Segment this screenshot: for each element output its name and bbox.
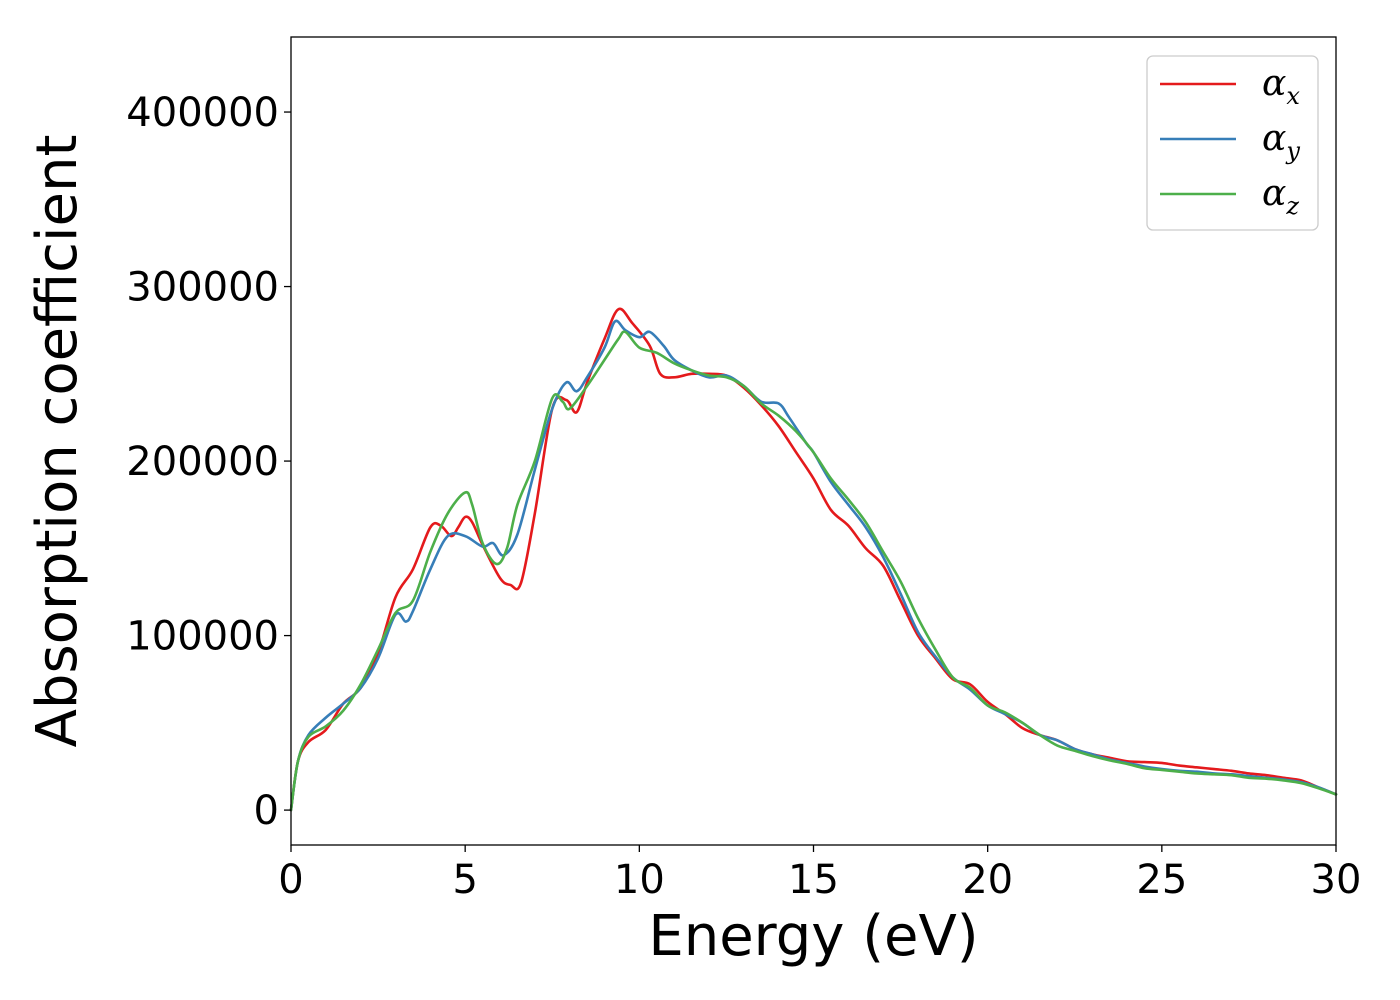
- y-tick-label: 400000: [126, 90, 279, 136]
- series-line-alpha-z: [289, 330, 1338, 812]
- x-tick-label: 20: [962, 857, 1013, 903]
- x-tick-label: 10: [614, 857, 665, 903]
- x-axis-ticks: 0 5 10 15 20 25 30: [278, 845, 1361, 903]
- series-line-alpha-y: [289, 319, 1338, 812]
- x-tick-label: 0: [278, 857, 303, 903]
- y-tick-label: 100000: [126, 614, 279, 660]
- legend-entries: αx αy αz: [1160, 63, 1300, 220]
- y-tick-label: 300000: [126, 265, 279, 311]
- series-layer: [289, 307, 1338, 812]
- y-tick-label: 200000: [126, 439, 279, 485]
- x-tick-label: 15: [788, 857, 839, 903]
- legend-label-alpha-y: αy: [1262, 118, 1300, 165]
- y-axis-ticks: 0 100000 200000 300000 400000: [126, 90, 291, 834]
- x-tick-label: 30: [1311, 857, 1362, 903]
- x-axis-title: Energy (eV): [648, 904, 978, 969]
- x-tick-label: 5: [452, 857, 477, 903]
- legend: αx αy αz: [1146, 55, 1319, 231]
- legend-label-alpha-x: αx: [1262, 63, 1300, 110]
- legend-label-alpha-z: αz: [1262, 173, 1299, 220]
- y-tick-label: 0: [254, 788, 279, 834]
- y-axis-title: Absorption coefficient: [25, 135, 90, 748]
- legend-box: [1146, 55, 1319, 231]
- x-tick-label: 25: [1136, 857, 1187, 903]
